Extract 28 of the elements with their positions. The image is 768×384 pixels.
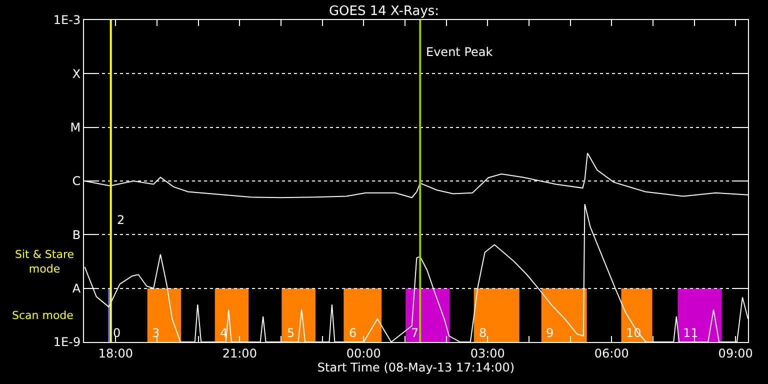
x-tick-label: 00:00 (346, 346, 381, 360)
y-tick-label: A (72, 282, 82, 296)
band-label: 11 (683, 326, 698, 340)
text: Sit & Stare mode (15, 248, 74, 276)
x-tick-label: 03:00 (470, 346, 505, 360)
y-tick-label: M (70, 120, 81, 135)
x-tick-label: 06:00 (594, 346, 629, 360)
x-tick-label: 18:00 (98, 346, 133, 360)
band-label: 5 (287, 326, 295, 340)
text: Scan mode (12, 309, 74, 322)
ref-line-label: 2 (117, 213, 125, 227)
band-label: 3 (152, 326, 160, 340)
x-tick-label: 21:00 (222, 346, 257, 360)
x-tick-label: 09:00 (718, 346, 753, 360)
band-label: 6 (349, 326, 357, 340)
y-tick-label: C (72, 174, 81, 188)
band-label: 9 (546, 326, 554, 340)
band-label: 8 (479, 326, 487, 340)
y-tick-label: 1E-9 (53, 335, 81, 350)
band-label: 4 (220, 326, 228, 340)
chart-title: GOES 14 X-Rays: (328, 4, 440, 19)
y-tick-label: X (72, 66, 81, 81)
band-label: 0 (113, 326, 121, 340)
band-label: 7 (411, 326, 419, 340)
y-tick-label: B (72, 228, 81, 242)
ref-line-label: Event Peak (426, 45, 493, 59)
y-tick-label: 1E-3 (53, 13, 81, 28)
x-axis-title: Start Time (08-May-13 17:14:00) (317, 360, 515, 374)
